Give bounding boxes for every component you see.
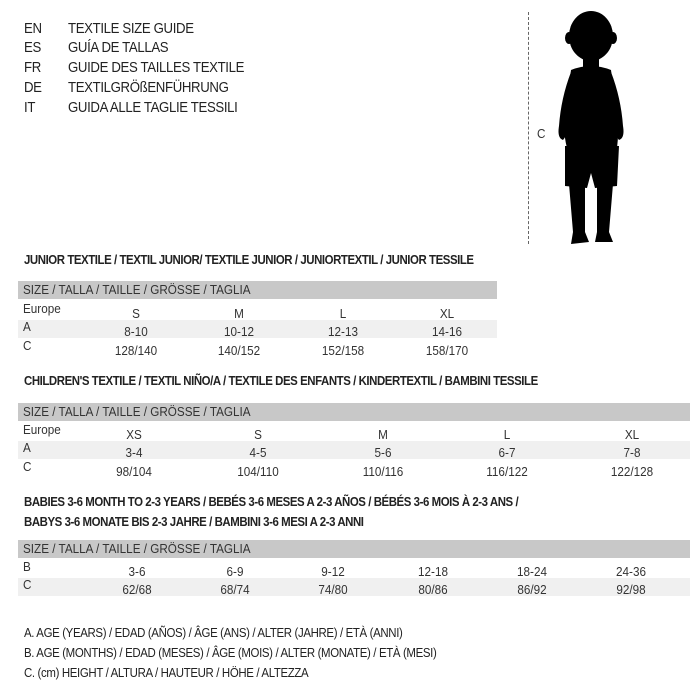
table-cell: S [132, 306, 140, 321]
height-dashed-line [528, 12, 529, 244]
language-code: EN [24, 20, 42, 37]
legend-line: B. AGE (MONTHS) / EDAD (MESES) / ÂGE (MO… [24, 645, 437, 660]
table-cell: 92/98 [616, 582, 646, 597]
table-cell: XL [624, 427, 640, 442]
table-cell: M [234, 306, 244, 321]
table-cell: 6-7 [498, 445, 516, 460]
table-cell: 122/128 [610, 464, 654, 479]
table-cell: 152/158 [321, 343, 365, 358]
language-title: GUIDE DES TAILLES TEXTILE [68, 59, 245, 76]
table-cell: 9-12 [321, 564, 345, 579]
legend-line: C. (cm) HEIGHT / ALTURA / HAUTEUR / HÖHE… [24, 665, 309, 680]
baby-silhouette-icon [558, 11, 624, 244]
row-label: Europe [23, 301, 61, 316]
language-code: DE [24, 79, 42, 96]
row-label: B [23, 559, 31, 574]
children-size-header: SIZE / TALLA / TAILLE / GRÖSSE / TAGLIA [23, 404, 251, 419]
row-label: C [23, 459, 32, 474]
language-code: IT [24, 99, 36, 116]
children-size-header-bar [18, 403, 690, 421]
junior-heading: JUNIOR TEXTILE / TEXTIL JUNIOR/ TEXTILE … [24, 252, 474, 267]
babies-size-header-bar [18, 540, 690, 558]
language-code: FR [24, 59, 41, 76]
table-cell: 24-36 [616, 564, 646, 579]
row-stripe [18, 578, 690, 596]
row-stripe [18, 320, 497, 338]
row-label: A [23, 440, 31, 455]
table-cell: 14-16 [432, 324, 462, 339]
table-cell: 158/170 [425, 343, 469, 358]
language-title: TEXTILGRÖßENFÜHRUNG [68, 79, 229, 96]
table-cell: S [254, 427, 262, 442]
table-cell: 80/86 [418, 582, 448, 597]
table-cell: 18-24 [517, 564, 547, 579]
table-cell: L [339, 306, 347, 321]
table-cell: 68/74 [220, 582, 250, 597]
table-cell: 110/116 [362, 464, 404, 479]
table-cell: M [378, 427, 388, 442]
table-cell: 128/140 [114, 343, 158, 358]
babies-heading-line2: BABYS 3-6 MONATE BIS 2-3 JAHRE / BAMBINI… [24, 514, 364, 529]
babies-heading-line1: BABIES 3-6 MONTH TO 2-3 YEARS / BEBÉS 3-… [24, 494, 519, 509]
table-cell: 12-13 [328, 324, 358, 339]
table-cell: 86/92 [517, 582, 547, 597]
babies-size-header: SIZE / TALLA / TAILLE / GRÖSSE / TAGLIA [23, 541, 251, 556]
table-cell: 104/110 [237, 464, 279, 479]
row-label: Europe [23, 422, 61, 437]
row-label: A [23, 319, 31, 334]
table-cell: 116/122 [486, 464, 528, 479]
table-cell: 98/104 [116, 464, 152, 479]
children-heading: CHILDREN'S TEXTILE / TEXTIL NIÑO/A / TEX… [24, 373, 538, 388]
row-label: C [23, 338, 32, 353]
language-title: GUÍA DE TALLAS [68, 39, 169, 56]
table-cell: 10-12 [224, 324, 254, 339]
table-cell: 6-9 [226, 564, 244, 579]
junior-size-header: SIZE / TALLA / TAILLE / GRÖSSE / TAGLIA [23, 282, 251, 297]
table-cell: 8-10 [124, 324, 148, 339]
row-label: C [23, 577, 32, 592]
height-label: C [537, 126, 546, 141]
table-cell: 4-5 [249, 445, 267, 460]
table-cell: 140/152 [217, 343, 261, 358]
junior-size-header-bar [18, 281, 497, 299]
table-cell: L [503, 427, 511, 442]
legend-line: A. AGE (YEARS) / EDAD (AÑOS) / ÂGE (ANS)… [24, 625, 403, 640]
table-cell: 7-8 [623, 445, 641, 460]
table-cell: 12-18 [418, 564, 448, 579]
table-cell: 74/80 [318, 582, 348, 597]
table-cell: 3-6 [128, 564, 146, 579]
table-cell: 62/68 [122, 582, 152, 597]
table-cell: XS [126, 427, 142, 442]
table-cell: 5-6 [374, 445, 392, 460]
language-title: GUIDA ALLE TAGLIE TESSILI [68, 99, 238, 116]
row-stripe [18, 441, 690, 459]
table-cell: 3-4 [125, 445, 143, 460]
language-code: ES [24, 39, 41, 56]
language-title: TEXTILE SIZE GUIDE [68, 20, 194, 37]
table-cell: XL [439, 306, 455, 321]
